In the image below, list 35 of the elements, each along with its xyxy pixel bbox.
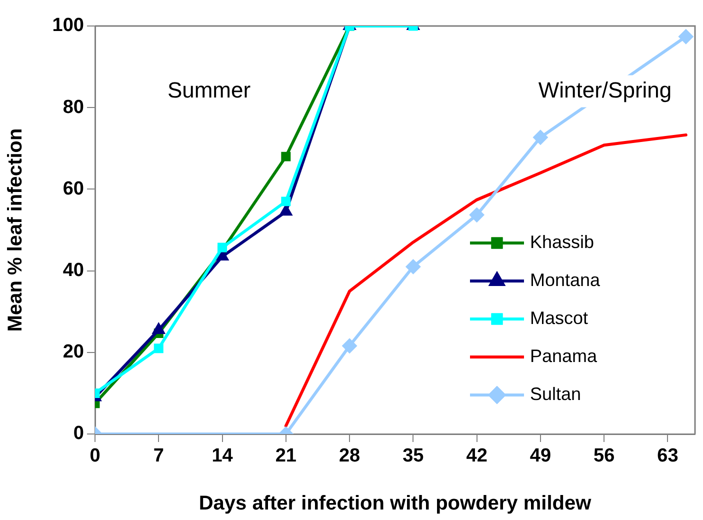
legend-label: Khassib: [530, 232, 594, 252]
point: [406, 259, 421, 274]
point: [154, 344, 164, 354]
point: [342, 338, 358, 354]
x-axis-title: Days after infection with powdery mildew: [198, 492, 592, 515]
x-tick-label: 21: [275, 446, 297, 467]
legend-label: Mascot: [530, 308, 588, 328]
legend-label: Montana: [530, 270, 602, 290]
point: [281, 152, 291, 162]
x-tick-label: 42: [466, 446, 488, 467]
x-tick-label: 63: [657, 446, 678, 467]
y-tick-label: 60: [62, 178, 84, 200]
y-tick-label: 20: [62, 342, 84, 363]
point: [281, 196, 291, 206]
x-tick-label: 35: [402, 446, 424, 467]
x-tick-label: 49: [530, 446, 552, 467]
x-tick-label: 56: [594, 446, 615, 467]
annotation: Summer: [167, 77, 251, 102]
y-tick-label: 100: [52, 15, 84, 36]
y-tick-label: 80: [62, 96, 84, 118]
x-tick-label: 0: [90, 446, 100, 467]
y-tick-label: 40: [62, 260, 84, 282]
legend-label: Panama: [530, 346, 598, 366]
point: [532, 130, 548, 145]
annotation: Winter/Spring: [538, 77, 672, 102]
x-tick-label: 14: [212, 446, 234, 467]
x-tick-label: 7: [153, 446, 164, 467]
point: [152, 322, 166, 334]
y-axis-title: Mean % leaf infection: [4, 128, 27, 332]
x-tick-label: 28: [338, 446, 360, 467]
point: [678, 29, 694, 44]
y-tick-label: 0: [73, 423, 84, 444]
point: [218, 242, 228, 252]
point: [469, 207, 484, 222]
legend-label: Sultan: [530, 384, 582, 404]
